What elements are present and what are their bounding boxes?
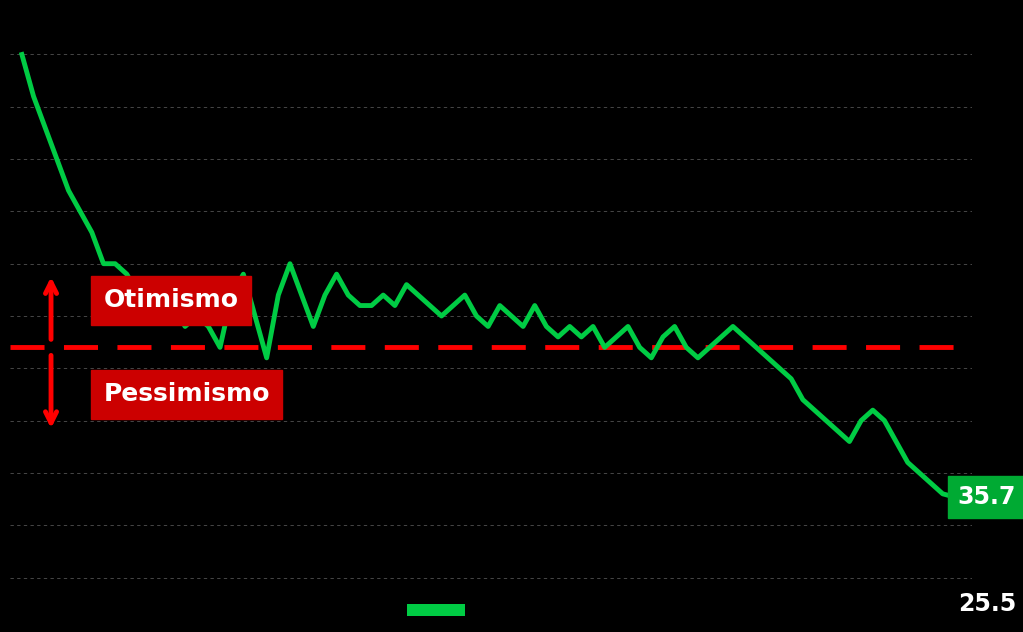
Text: 35.7: 35.7 [958,485,1016,509]
Text: 25.5: 25.5 [958,592,1016,616]
FancyBboxPatch shape [406,604,464,616]
Text: Pessimismo: Pessimismo [103,382,270,406]
Text: Otimismo: Otimismo [103,288,238,312]
